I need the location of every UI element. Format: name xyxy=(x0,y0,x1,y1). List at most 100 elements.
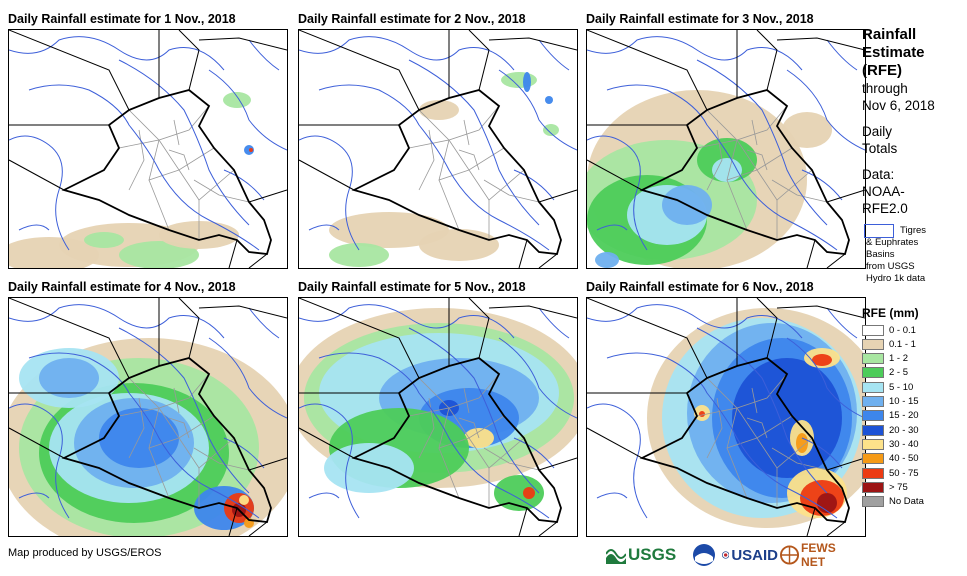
province-boundary xyxy=(726,447,748,499)
rain-area xyxy=(223,92,251,108)
country-border xyxy=(587,30,708,111)
basin-boundary xyxy=(587,135,648,251)
rainfall-map-day-4 xyxy=(8,297,288,537)
legend-title: RFE (mm) xyxy=(862,306,919,320)
rain-area xyxy=(324,443,414,493)
country-border xyxy=(538,457,577,471)
legend-swatch xyxy=(862,410,884,422)
province-boundary xyxy=(408,139,505,171)
panel-title-day-4: Daily Rainfall estimate for 4 Nov., 2018 xyxy=(8,280,236,294)
country-border xyxy=(248,457,287,471)
basin-boundary xyxy=(299,403,360,519)
legend-swatch xyxy=(862,338,884,350)
legend-item: 40 - 50 xyxy=(862,452,919,466)
basin-boundary xyxy=(786,69,865,151)
panel-title-day-6: Daily Rainfall estimate for 6 Nov., 2018 xyxy=(586,280,814,294)
legend-swatch xyxy=(862,353,884,365)
basin-boundary xyxy=(696,59,828,226)
province-boundary xyxy=(746,149,768,171)
legend-swatch xyxy=(862,367,884,379)
rainfall-map-day-1 xyxy=(8,29,288,269)
legend-item: 50 - 75 xyxy=(862,466,919,480)
legend-swatch xyxy=(862,324,884,336)
legend-item: 0 - 0.1 xyxy=(862,323,916,337)
province-boundary xyxy=(706,105,788,141)
basin-boundary xyxy=(801,169,843,201)
country-border xyxy=(178,30,200,91)
country-border xyxy=(248,189,287,203)
legend-swatch xyxy=(862,481,884,493)
basin-boundary xyxy=(248,307,280,339)
rain-area xyxy=(329,243,389,267)
basin-boundary xyxy=(248,39,280,71)
province-boundary xyxy=(771,447,828,471)
country-border xyxy=(9,298,130,379)
basin-boundary xyxy=(299,36,515,71)
fews-net-logo: FEWS NET xyxy=(780,540,860,570)
country-border xyxy=(228,239,238,268)
legend-label: > 75 xyxy=(889,481,908,493)
province-boundary xyxy=(463,387,470,414)
basin-boundary xyxy=(801,437,843,469)
iraq-border xyxy=(639,89,850,255)
legend-item: 10 - 15 xyxy=(862,395,919,409)
rain-area xyxy=(712,158,742,182)
basin-boundary xyxy=(606,84,838,251)
usgs-logo-text: USGS xyxy=(628,545,677,564)
legend-swatch xyxy=(862,453,884,465)
country-border xyxy=(587,159,643,191)
country-border xyxy=(468,30,490,91)
legend-swatch xyxy=(862,496,884,508)
panel-title-day-5: Daily Rainfall estimate for 5 Nov., 2018 xyxy=(298,280,526,294)
province-boundary xyxy=(438,447,460,499)
province-boundary xyxy=(128,105,210,141)
legend-label: 15 - 20 xyxy=(889,410,919,422)
basin-boundary xyxy=(587,403,648,519)
country-border xyxy=(826,457,865,471)
legend-swatch xyxy=(862,381,884,393)
country-border xyxy=(538,189,577,203)
rain-area xyxy=(796,433,808,453)
rain-area xyxy=(595,252,619,268)
province-boundary xyxy=(178,169,235,201)
province-boundary xyxy=(193,179,250,203)
rain-area xyxy=(782,112,832,148)
panel-title-day-3: Daily Rainfall estimate for 3 Nov., 2018 xyxy=(586,12,814,26)
rain-area xyxy=(419,229,499,261)
basin-boundary xyxy=(826,39,858,71)
basin-boundary xyxy=(18,492,50,499)
basin-boundary xyxy=(9,36,225,71)
country-border xyxy=(587,427,643,459)
country-border xyxy=(9,427,65,459)
basin-boundary xyxy=(118,327,250,494)
rain-area xyxy=(699,411,705,417)
rain-area xyxy=(543,124,559,136)
basin-boundary xyxy=(587,36,803,71)
province-boundary xyxy=(173,387,180,414)
basin-boundary xyxy=(208,337,287,419)
basin-note-2: & Euphrates xyxy=(866,237,919,248)
basin-boundary xyxy=(696,327,828,494)
country-border xyxy=(9,159,65,191)
basin-boundary xyxy=(28,352,260,519)
basin-boundary xyxy=(596,224,628,231)
province-boundary xyxy=(418,129,435,191)
country-border xyxy=(299,159,355,191)
legend-label: No Data xyxy=(889,496,924,508)
country-border xyxy=(806,507,816,536)
province-boundary xyxy=(128,373,210,409)
basin-boundary xyxy=(308,224,340,231)
basin-boundary xyxy=(208,69,287,151)
sidebar-daily: Daily xyxy=(862,124,893,139)
basin-note-1: Tigres xyxy=(900,225,927,236)
basin-boundary xyxy=(587,304,803,339)
map-credit: Map produced by USGS/EROS xyxy=(8,547,162,559)
legend-item: > 75 xyxy=(862,480,908,494)
province-boundary xyxy=(483,447,540,471)
basin-boundary xyxy=(318,352,550,519)
legend-swatch xyxy=(862,438,884,450)
legend-label: 50 - 75 xyxy=(889,467,919,479)
iraq-border xyxy=(351,89,562,255)
sidebar-title-1: Rainfall xyxy=(862,26,917,43)
province-boundary xyxy=(726,179,748,231)
